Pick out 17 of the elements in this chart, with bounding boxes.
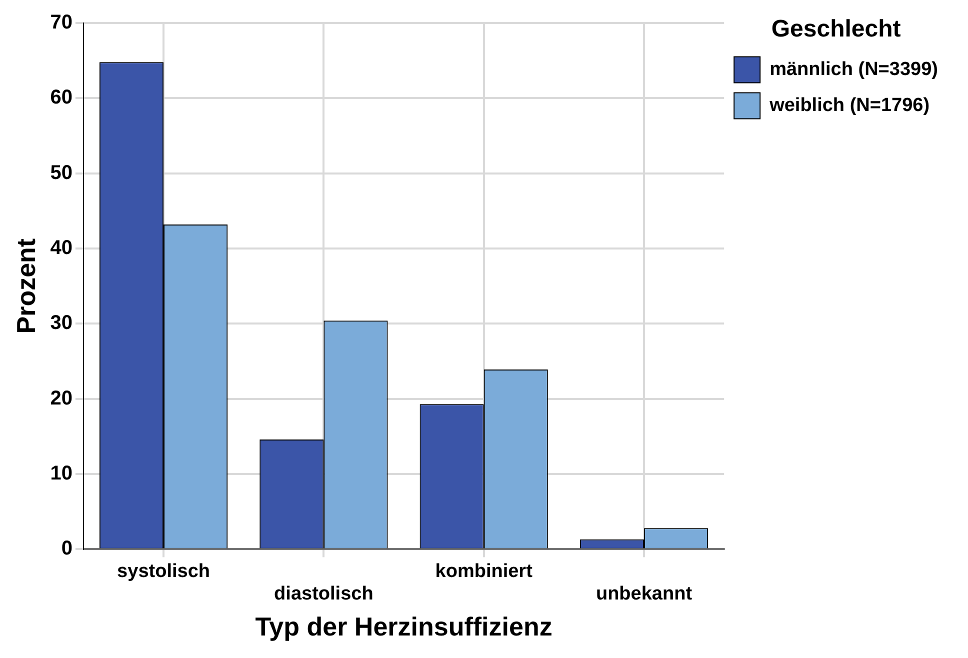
legend-title: Geschlecht xyxy=(771,16,901,43)
y-axis-title: Prozent xyxy=(10,238,41,334)
y-tick-label: 30 xyxy=(50,312,72,334)
x-tick-label: diastolisch xyxy=(274,584,374,605)
y-tick-label: 60 xyxy=(50,86,72,109)
y-tick-label: 0 xyxy=(61,538,72,560)
x-tick-label: kombiniert xyxy=(435,560,534,582)
y-tick-label: 50 xyxy=(50,162,72,184)
y-tick-label: 20 xyxy=(50,387,72,410)
y-tick-label: 10 xyxy=(50,462,72,485)
x-axis-title: Typ der Herzinsuffizienz xyxy=(255,612,552,642)
legend-label: männlich (N=3399) xyxy=(770,59,938,80)
y-tick-label: 70 xyxy=(50,12,72,34)
x-tick-label: systolisch xyxy=(117,560,210,582)
legend-label: weiblich (N=1796) xyxy=(768,95,930,116)
x-tick-label: unbekannt xyxy=(596,584,693,605)
y-tick-label: 40 xyxy=(50,237,72,260)
